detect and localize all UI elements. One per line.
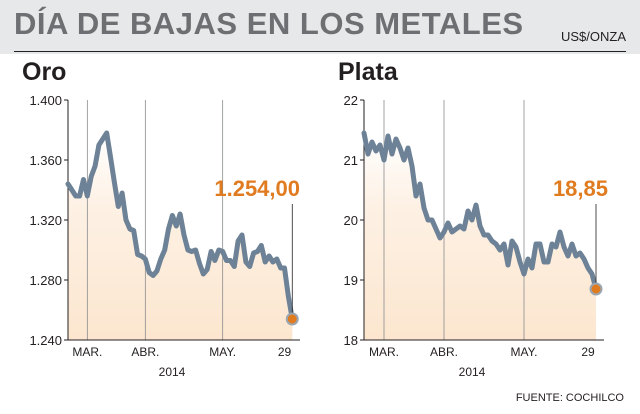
silver-year-label: 2014 <box>459 365 486 379</box>
headline: DÍA DE BAJAS EN LOS METALES <box>14 6 524 41</box>
silver-y-tick-label: 21 <box>344 153 358 168</box>
silver-series-line <box>361 130 599 292</box>
header-band <box>0 0 640 54</box>
unit-label: US$/ONZA <box>560 29 626 44</box>
silver-last-value-label: 18,85 <box>553 176 608 201</box>
gold-area-fill <box>68 133 293 340</box>
silver-area-fill <box>364 133 596 340</box>
silver-x-tick-label: 29 <box>581 345 595 359</box>
silver-last-point <box>589 282 603 296</box>
gold-x-tick-label: MAR. <box>72 345 102 359</box>
gold-y-tick-label: 1.320 <box>29 213 62 228</box>
source-note: FUENTE: COCHILCO <box>515 392 624 404</box>
silver-chart: 18 19 20 21 22 MAR. ABR. MAY. 29 2014 18,85 <box>344 93 608 379</box>
silver-x-tick-label: MAY. <box>511 345 538 359</box>
silver-x-tick-label: MAR. <box>369 345 399 359</box>
silver-chart-title: Plata <box>338 58 398 86</box>
gold-y-tick-label: 1.400 <box>29 93 62 108</box>
gold-chart: 1.240 1.280 1.320 1.360 1.400 MAR. ABR. MAY. 29 2… <box>29 93 300 379</box>
gold-x-tick-label: MAY. <box>209 345 236 359</box>
silver-y-tick-label: 19 <box>344 273 358 288</box>
gold-y-tick-label: 1.280 <box>29 273 62 288</box>
silver-y-tick-label: 18 <box>344 333 358 348</box>
silver-y-tick-label: 20 <box>344 213 358 228</box>
gold-x-tick-label: 29 <box>278 345 292 359</box>
gold-y-tick-label: 1.360 <box>29 153 62 168</box>
gold-x-tick-label: ABR. <box>131 345 159 359</box>
gold-last-point <box>285 312 299 326</box>
silver-y-tick-label: 22 <box>344 93 358 108</box>
gold-y-tick-label: 1.240 <box>29 333 62 348</box>
gold-last-value-label: 1.254,00 <box>214 176 300 201</box>
gold-chart-title: Oro <box>22 58 67 86</box>
header-rule <box>14 51 626 52</box>
silver-x-tick-label: ABR. <box>430 345 458 359</box>
gold-series-line <box>65 130 295 322</box>
gold-year-label: 2014 <box>159 365 186 379</box>
